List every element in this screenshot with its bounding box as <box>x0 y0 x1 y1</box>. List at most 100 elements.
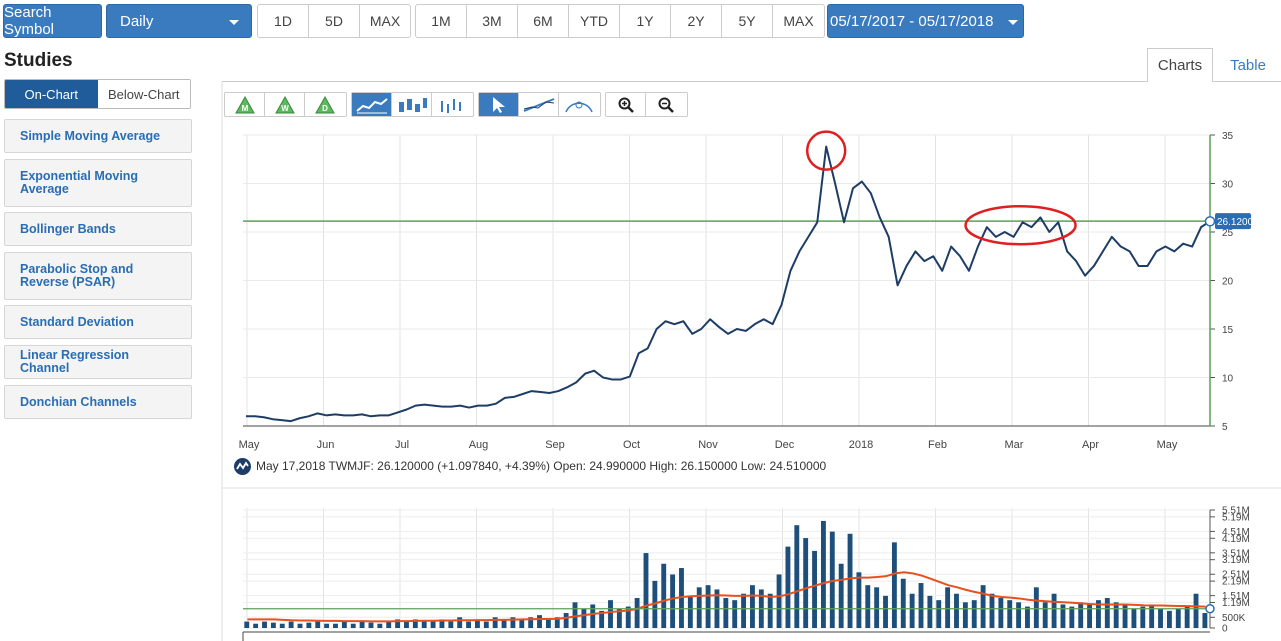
study-donchian-channels[interactable]: Donchian Channels <box>4 385 192 419</box>
volume-bar <box>528 617 534 628</box>
volume-bar <box>696 587 702 628</box>
volume-bar <box>634 598 640 628</box>
line-chart-icon <box>355 97 388 113</box>
volume-bar <box>1096 600 1101 628</box>
daily-triangle-icon: D <box>315 95 335 113</box>
cursor-arrow-icon <box>492 96 505 113</box>
wave-icon <box>236 461 249 470</box>
volume-bar <box>1104 598 1110 628</box>
study-label: Donchian Channels <box>20 394 137 409</box>
volume-average-line <box>247 571 1206 623</box>
monthly-period-button[interactable]: M <box>225 93 265 116</box>
x-tick-label: 2018 <box>849 439 873 451</box>
range-button-5y[interactable]: 5Y <box>722 5 773 37</box>
volume-bar <box>1149 604 1155 628</box>
pointer-tool-button[interactable] <box>479 93 519 116</box>
volume-bar <box>1158 608 1163 628</box>
volume-bar <box>909 593 915 628</box>
range-button-max[interactable]: MAX <box>783 13 814 29</box>
study-bollinger-bands[interactable]: Bollinger Bands <box>4 212 192 246</box>
volume-bar <box>599 610 605 628</box>
study-label: Linear Regression Channel <box>20 348 130 375</box>
line-chart-button[interactable] <box>352 93 392 116</box>
fibonacci-tool-button[interactable] <box>559 93 599 116</box>
volume-bar <box>962 602 968 628</box>
tab-divider <box>222 81 1281 82</box>
daily-icon-letter: D <box>322 104 328 113</box>
volume-bar <box>1184 606 1190 628</box>
volume-y-tick-label: 2.19M <box>1222 577 1250 588</box>
candlestick-chart-button[interactable] <box>392 93 432 116</box>
range-group-intraday: 1D 5D MAX <box>257 4 411 38</box>
volume-bar <box>856 572 862 628</box>
zoom-in-button[interactable] <box>606 93 646 116</box>
study-psar[interactable]: Parabolic Stop and Reverse (PSAR) <box>4 252 192 300</box>
volume-bar <box>741 593 747 628</box>
volume-y-tick-label: 500K <box>1222 613 1246 624</box>
chart-type-tools <box>351 92 474 117</box>
volume-bar <box>244 621 250 628</box>
volume-bar <box>545 619 551 628</box>
volume-bar <box>421 620 427 628</box>
volume-bar <box>776 574 782 628</box>
chevron-down-icon <box>229 20 239 25</box>
zoom-out-button[interactable] <box>646 93 686 116</box>
weekly-period-button[interactable]: W <box>265 93 305 116</box>
tab-table[interactable]: Table <box>1230 56 1266 74</box>
last-value-tag <box>1215 213 1251 230</box>
volume-bar <box>874 587 880 628</box>
range-button-5d[interactable]: 5D <box>309 5 360 37</box>
volume-bar <box>350 623 356 628</box>
peak-annotation-circle <box>805 130 847 171</box>
range-button-1y[interactable]: 1Y <box>620 5 671 37</box>
volume-bar <box>705 585 711 628</box>
daily-period-button[interactable]: D <box>305 93 345 116</box>
volume-bar <box>439 619 445 628</box>
volume-bar <box>1033 587 1039 628</box>
date-range-label: 05/17/2017 - 05/17/2018 <box>830 12 994 30</box>
range-button-6m[interactable]: 6M <box>518 5 569 37</box>
volume-bar <box>847 533 853 628</box>
volume-bar <box>501 619 507 628</box>
volume-bar <box>794 525 800 628</box>
studies-title: Studies <box>4 50 73 71</box>
volume-bar <box>404 621 409 628</box>
study-standard-deviation[interactable]: Standard Deviation <box>4 305 192 339</box>
below-chart-tab[interactable]: Below-Chart <box>97 80 190 108</box>
on-chart-tab[interactable]: On-Chart <box>5 80 98 108</box>
volume-bar <box>368 622 374 628</box>
volume-bar <box>1025 606 1030 628</box>
volume-bar <box>1078 602 1084 628</box>
volume-bar <box>572 602 578 628</box>
range-button-1d[interactable]: 1D <box>258 5 309 37</box>
range-button-1m[interactable]: 1M <box>416 5 467 37</box>
tab-charts[interactable]: Charts <box>1147 48 1213 82</box>
volume-bar <box>829 531 835 628</box>
volume-bar <box>980 585 986 628</box>
volume-y-tick-label: 0 <box>1222 624 1228 635</box>
date-range-dropdown[interactable]: 05/17/2017 - 05/17/2018 <box>827 4 1024 38</box>
volume-bar <box>537 615 542 628</box>
volume-bar <box>767 593 773 628</box>
volume-bar <box>590 604 596 628</box>
range-button-3m[interactable]: 3M <box>467 5 518 37</box>
range-button-ytd[interactable]: YTD <box>569 5 620 37</box>
volume-y-tick-label: 5.51M <box>1222 506 1250 517</box>
volume-bar <box>483 621 489 628</box>
ohlc-chart-button[interactable] <box>432 93 472 116</box>
x-tick-label: Sep <box>545 439 565 451</box>
volume-bar <box>643 553 649 628</box>
volume-y-tick-label: 1.19M <box>1222 598 1250 609</box>
range-button-2y[interactable]: 2Y <box>671 5 722 37</box>
study-simple-moving-average[interactable]: Simple Moving Average <box>4 119 192 153</box>
interval-dropdown[interactable]: Daily <box>106 4 252 38</box>
range-button-max-intraday[interactable]: MAX <box>369 13 401 29</box>
volume-bar <box>510 617 516 628</box>
study-exponential-moving-average[interactable]: Exponential Moving Average <box>4 159 192 207</box>
volume-bar <box>253 623 259 628</box>
study-linear-regression-channel[interactable]: Linear Regression Channel <box>4 345 192 379</box>
volume-bar <box>297 623 303 628</box>
search-symbol-button[interactable]: Search Symbol <box>3 4 102 38</box>
trendline-tool-button[interactable] <box>519 93 559 116</box>
